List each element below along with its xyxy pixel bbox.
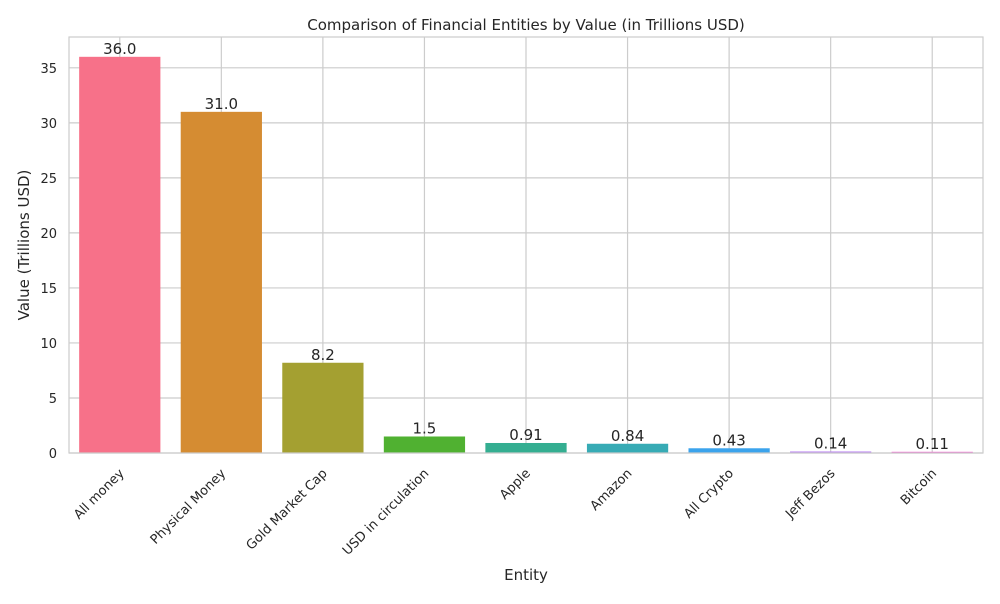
bars-layer — [79, 56, 973, 454]
bar — [790, 451, 872, 453]
bar — [383, 436, 466, 453]
chart-title: Comparison of Financial Entities by Valu… — [307, 16, 745, 34]
bar-value-label: 8.2 — [311, 346, 335, 364]
x-tick-label: USD in circulation — [340, 466, 432, 558]
x-tick-label: Physical Money — [148, 466, 230, 548]
y-axis-label: Value (Trillions USD) — [15, 170, 33, 321]
bar-value-label: 31.0 — [205, 95, 238, 113]
x-tick-label: Jeff Bezos — [782, 466, 838, 522]
y-tick-label: 30 — [40, 117, 57, 132]
bar — [282, 362, 364, 453]
y-tick-label: 35 — [40, 62, 57, 77]
bar — [586, 443, 669, 453]
bar-value-label: 1.5 — [413, 419, 437, 437]
bar-value-label: 0.43 — [712, 431, 745, 449]
y-tick-label: 25 — [40, 172, 57, 187]
bar — [180, 111, 262, 454]
y-tick-label: 15 — [40, 282, 57, 297]
bar — [485, 442, 567, 453]
plot-frame — [68, 36, 984, 454]
bar-value-label: 0.14 — [814, 434, 847, 452]
x-tick-label: All money — [71, 466, 128, 523]
x-tick-label: All Crypto — [681, 466, 737, 522]
x-tick-label: Apple — [497, 466, 534, 503]
x-axis-label: Entity — [504, 566, 548, 584]
bar — [891, 451, 973, 453]
y-tick-label: 5 — [49, 392, 57, 407]
x-tick-label: Gold Market Cap — [244, 466, 331, 553]
y-tick-label: 20 — [40, 227, 57, 242]
bar-value-label: 0.91 — [509, 426, 542, 444]
bar-value-label: 0.84 — [611, 427, 644, 445]
x-tick-label: Amazon — [588, 466, 636, 514]
bar — [79, 56, 161, 454]
labels-layer: 0 5 10 15 20 25 30 35 36.0 All money 31.0 Physical … — [40, 40, 948, 559]
x-tick-label: Bitcoin — [898, 466, 940, 508]
y-tick-label: 0 — [49, 447, 57, 462]
y-tick-label: 10 — [40, 337, 57, 352]
bar-value-label: 36.0 — [103, 40, 136, 58]
bar-value-label: 0.11 — [916, 435, 949, 453]
bar — [688, 448, 770, 453]
